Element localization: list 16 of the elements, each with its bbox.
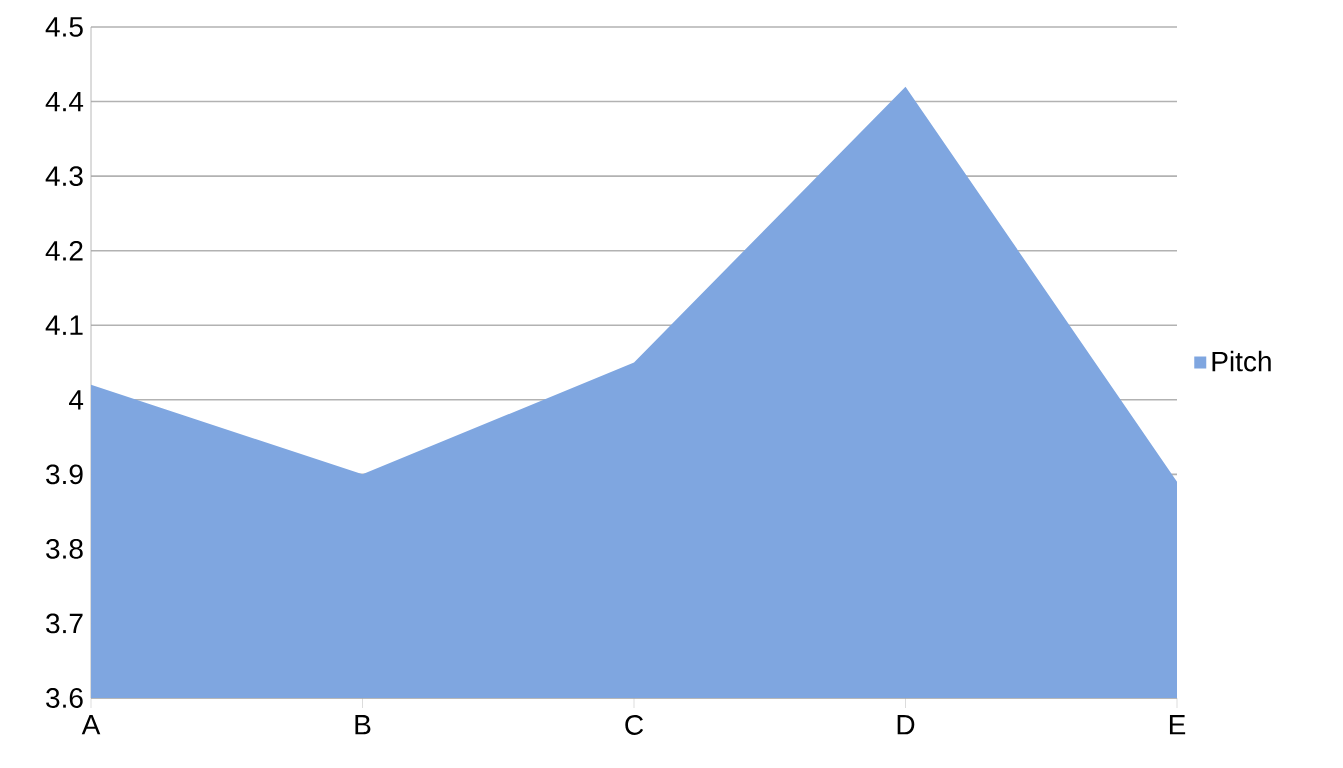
x-tick-label: D xyxy=(897,715,915,735)
y-tick-label: 4.4 xyxy=(45,91,84,112)
y-tick-label: 4.2 xyxy=(45,240,83,261)
y-tick-label: 3.7 xyxy=(46,613,83,634)
y-tick-label: 3.6 xyxy=(46,688,83,708)
y-tick-label: 4 xyxy=(69,390,84,410)
x-tick-label: E xyxy=(1169,715,1186,735)
y-tick-label: 4.1 xyxy=(45,315,83,335)
y-tick-label: 4.3 xyxy=(45,166,83,187)
x-tick-label: B xyxy=(355,715,371,735)
y-tick-label: 3.9 xyxy=(46,464,83,485)
x-tick-label: A xyxy=(81,715,101,735)
x-tick-label: C xyxy=(625,715,644,735)
y-tick-label: 3.8 xyxy=(46,538,83,559)
y-tick-label: 4.5 xyxy=(45,17,83,37)
legend-label: Pitch xyxy=(1212,350,1271,372)
